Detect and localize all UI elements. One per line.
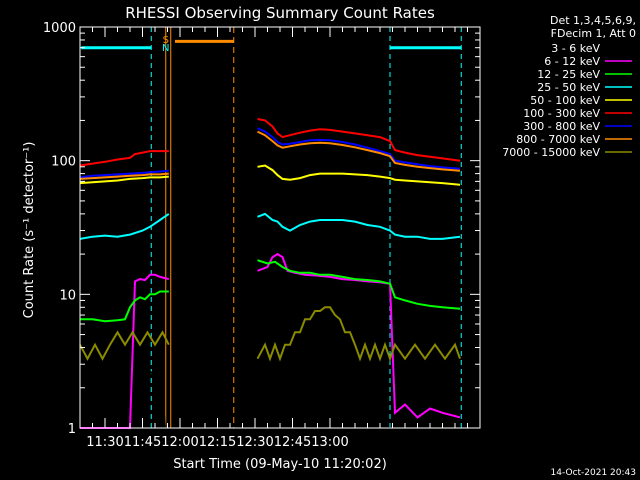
x-tick-label-2: 12:00 bbox=[161, 435, 198, 450]
marker-n: N bbox=[162, 43, 169, 54]
plot-area: SN bbox=[79, 27, 462, 429]
y-tick-label-0: 1 bbox=[68, 422, 76, 437]
series-line-0-seg-0 bbox=[80, 369, 169, 429]
series-line-2-seg-0 bbox=[80, 290, 169, 323]
series-line-1-seg-0 bbox=[80, 273, 170, 429]
legend-label-7: 800 - 7000 keV bbox=[516, 133, 600, 146]
x-tick-label-0: 11:30 bbox=[86, 435, 123, 450]
x-tick-label-1: 11:45 bbox=[124, 435, 161, 450]
series-line-0-seg-1 bbox=[256, 267, 460, 429]
y-tick-label-1: 10 bbox=[59, 288, 76, 303]
timestamp: 14-Oct-2021 20:43 bbox=[551, 468, 636, 478]
series-line-5-seg-0 bbox=[79, 150, 169, 167]
series-line-7-seg-1 bbox=[257, 130, 461, 172]
legend-label-8: 7000 - 15000 keV bbox=[502, 146, 600, 159]
chart-title: RHESSI Observing Summary Count Rates bbox=[125, 4, 435, 22]
legend-label-1: 6 - 12 keV bbox=[544, 55, 600, 68]
y-axis-label: Count Rate (s⁻¹ detector⁻¹) bbox=[22, 142, 37, 319]
legend-header-line-2: FDecim 1, Att 0 bbox=[551, 27, 636, 40]
x-tick-label-5: 12:45 bbox=[274, 435, 311, 450]
legend-label-2: 12 - 25 keV bbox=[537, 68, 600, 81]
legend-label-3: 25 - 50 keV bbox=[537, 81, 600, 94]
series-line-6-seg-0 bbox=[79, 169, 169, 179]
axis-layer: 1 10 100 1000 11:30 11:45 12:00 12:15 12:30 12:45… bbox=[43, 21, 481, 450]
legend-label-6: 300 - 800 keV bbox=[523, 120, 600, 133]
x-tick-label-3: 12:15 bbox=[199, 435, 236, 450]
series-line-4-seg-0 bbox=[79, 175, 169, 185]
x-tick-label-6: 13:00 bbox=[311, 435, 348, 450]
series-line-2-seg-1 bbox=[257, 259, 461, 310]
legend-header-line-1: Det 1,3,4,5,6,9, bbox=[550, 14, 636, 27]
series-line-6-seg-1 bbox=[257, 127, 461, 170]
marker-s: S bbox=[163, 35, 169, 46]
legend-label-0: 3 - 6 keV bbox=[551, 42, 600, 55]
x-tick-label-4: 12:30 bbox=[236, 435, 273, 450]
series-line-3-seg-1 bbox=[257, 212, 461, 240]
series-line-1-seg-1 bbox=[257, 252, 461, 419]
series-line-3-seg-0 bbox=[79, 213, 170, 240]
series-line-8-seg-1 bbox=[256, 306, 461, 362]
series-line-4-seg-1 bbox=[257, 164, 461, 186]
series-line-7-seg-0 bbox=[79, 172, 169, 180]
legend-label-4: 50 - 100 keV bbox=[530, 94, 600, 107]
series-line-8-seg-0 bbox=[79, 330, 170, 361]
legend-label-5: 100 - 300 keV bbox=[523, 107, 600, 120]
series-line-5-seg-1 bbox=[257, 118, 461, 162]
y-tick-label-3: 1000 bbox=[43, 21, 76, 36]
legend: Det 1,3,4,5,6,9, FDecim 1, Att 0 3 - 6 k… bbox=[502, 14, 636, 159]
y-tick-label-2: 100 bbox=[51, 155, 76, 170]
x-axis-label: Start Time (09-May-10 11:20:02) bbox=[173, 457, 387, 472]
